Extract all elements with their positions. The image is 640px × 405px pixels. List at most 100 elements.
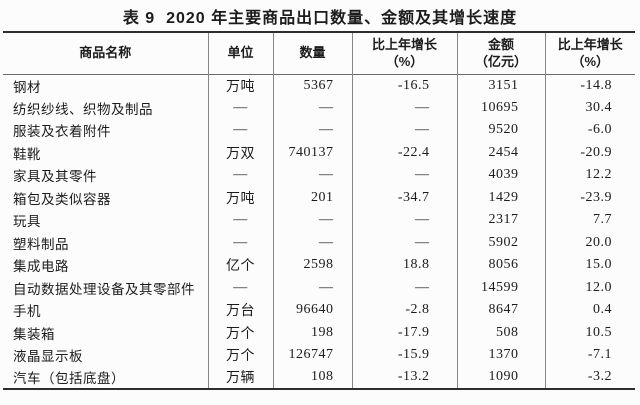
unit-cell: — (207, 96, 273, 119)
quantity-cell: 2598 (272, 254, 352, 277)
amount-growth-cell: -14.8 (544, 74, 635, 97)
quantity-cell: 740137 (272, 141, 352, 164)
quantity-growth-cell: — (351, 164, 457, 187)
table-row: 家具及其零件 — — —4039 12.2 (3, 164, 635, 187)
quantity-growth-cell: — (351, 119, 457, 142)
header-label: 商品名称 (79, 45, 132, 61)
commodity-name-cell: 纺织纱线、织物及制品 (13, 101, 153, 117)
commodity-name-cell: 家具及其零件 (13, 169, 97, 185)
commodity-name-cell: 手机 (13, 304, 41, 320)
table-row: 玩具 — — —2317 7.7 (3, 209, 635, 232)
quantity-growth-cell: -22.4 (351, 141, 457, 164)
table-row: 液晶显示板 万个 126747 -15.9 1370 -7.1 (3, 344, 635, 367)
table-body: 钢材 万吨 5367 -16.5 3151 -14.8 纺织纱线、织物及制品 — — —10695… (3, 74, 635, 389)
quantity-cell: — (272, 119, 352, 142)
header-sublabel: （亿元） (474, 54, 527, 70)
col-header-commodity: 商品名称 (3, 32, 208, 74)
header-label: 数量 (299, 45, 326, 61)
amount-growth-cell: -6.0 (544, 119, 635, 142)
unit-cell: 万双 (207, 141, 273, 164)
col-header-quantity: 数量 (272, 32, 352, 74)
table-header: 商品名称 单位 数量 比上年增长 （%） 金额 （亿元） (3, 32, 635, 74)
unit-cell: — (207, 119, 273, 142)
amount-cell: 1429 (456, 186, 545, 209)
commodity-name-cell: 集成电路 (13, 259, 69, 275)
amount-growth-cell: -3.2 (544, 366, 635, 389)
commodity-name-cell: 塑料制品 (13, 236, 69, 252)
commodity-name-cell: 箱包及类似容器 (13, 191, 111, 207)
quantity-cell: — (272, 209, 352, 232)
unit-cell: 万辆 (207, 366, 273, 389)
amount-growth-cell: 0.4 (544, 299, 635, 322)
quantity-cell: 108 (272, 366, 352, 389)
amount-growth-cell: 15.0 (544, 254, 635, 277)
quantity-cell: — (272, 231, 352, 254)
table-row: 钢材 万吨 5367 -16.5 3151 -14.8 (3, 74, 635, 97)
header-row: 商品名称 单位 数量 比上年增长 （%） 金额 （亿元） (3, 32, 635, 74)
amount-cell: 508 (456, 321, 545, 344)
amount-cell: 1090 (456, 366, 545, 389)
table-row: 自动数据处理设备及其零部件 — — —14599 12.0 (3, 276, 635, 299)
header-label: 比上年增长 (557, 36, 623, 52)
amount-cell: 2317 (456, 209, 545, 232)
commodity-name-cell: 集装箱 (13, 326, 55, 342)
amount-cell: 1370 (456, 344, 545, 367)
table-row: 服装及衣着附件 — — —9520 -6.0 (3, 119, 635, 142)
quantity-cell: 201 (272, 186, 352, 209)
amount-growth-cell: -20.9 (544, 141, 635, 164)
quantity-growth-cell: -13.2 (351, 366, 457, 389)
unit-cell: 万个 (207, 321, 273, 344)
commodity-name-cell: 鞋靴 (13, 146, 41, 162)
header-sublabel: （%） (385, 54, 424, 70)
unit-cell: 亿个 (207, 254, 273, 277)
amount-cell: 10695 (456, 96, 545, 119)
commodity-name-cell: 液晶显示板 (13, 349, 83, 365)
commodity-name-cell: 服装及衣着附件 (13, 124, 111, 140)
header-label: 比上年增长 (371, 36, 437, 52)
export-commodities-table: 商品名称 单位 数量 比上年增长 （%） 金额 （亿元） (3, 31, 635, 390)
unit-cell: 万台 (207, 299, 273, 322)
table-row: 集成电路 亿个 2598 18.8 8056 15.0 (3, 254, 635, 277)
table-title: 表 9 2020 年主要商品出口数量、金额及其增长速度 (122, 10, 518, 27)
commodity-name-cell: 自动数据处理设备及其零部件 (13, 281, 195, 297)
amount-cell: 14599 (456, 276, 545, 299)
amount-growth-cell: 20.0 (544, 231, 635, 254)
quantity-growth-cell: — (351, 96, 457, 119)
quantity-growth-cell: -15.9 (351, 344, 457, 367)
unit-cell: — (207, 164, 273, 187)
col-header-amount-growth: 比上年增长 （%） (544, 32, 635, 74)
col-header-unit: 单位 (207, 32, 273, 74)
amount-growth-cell: -7.1 (544, 344, 635, 367)
header-sublabel: （%） (571, 54, 610, 70)
quantity-growth-cell: — (351, 276, 457, 299)
table-row: 鞋靴 万双 740137 -22.4 2454 -20.9 (3, 141, 635, 164)
quantity-cell: 198 (272, 321, 352, 344)
table-row: 塑料制品 — — —5902 20.0 (3, 231, 635, 254)
unit-cell: 万吨 (207, 186, 273, 209)
quantity-cell: 126747 (272, 344, 352, 367)
header-label: 金额 (487, 36, 514, 52)
col-header-quantity-growth: 比上年增长 （%） (351, 32, 457, 74)
quantity-cell: — (272, 276, 352, 299)
unit-cell: — (207, 209, 273, 232)
quantity-growth-cell: — (351, 231, 457, 254)
unit-cell: 万个 (207, 344, 273, 367)
table-row: 集装箱 万个 198 -17.9 508 10.5 (3, 321, 635, 344)
quantity-cell: — (272, 164, 352, 187)
unit-cell: 万吨 (207, 74, 273, 97)
quantity-cell: 5367 (272, 74, 352, 97)
quantity-growth-cell: 18.8 (351, 254, 457, 277)
unit-cell: — (207, 276, 273, 299)
col-header-amount: 金额 （亿元） (456, 32, 545, 74)
amount-growth-cell: 12.0 (544, 276, 635, 299)
amount-growth-cell: 10.5 (544, 321, 635, 344)
quantity-growth-cell: -2.8 (351, 299, 457, 322)
commodity-name-cell: 玩具 (13, 214, 41, 230)
quantity-growth-cell: -16.5 (351, 74, 457, 97)
unit-cell: — (207, 231, 273, 254)
commodity-name-cell: 汽车（包括底盘） (13, 371, 125, 387)
header-label: 单位 (227, 45, 254, 61)
quantity-growth-cell: — (351, 209, 457, 232)
quantity-growth-cell: -17.9 (351, 321, 457, 344)
